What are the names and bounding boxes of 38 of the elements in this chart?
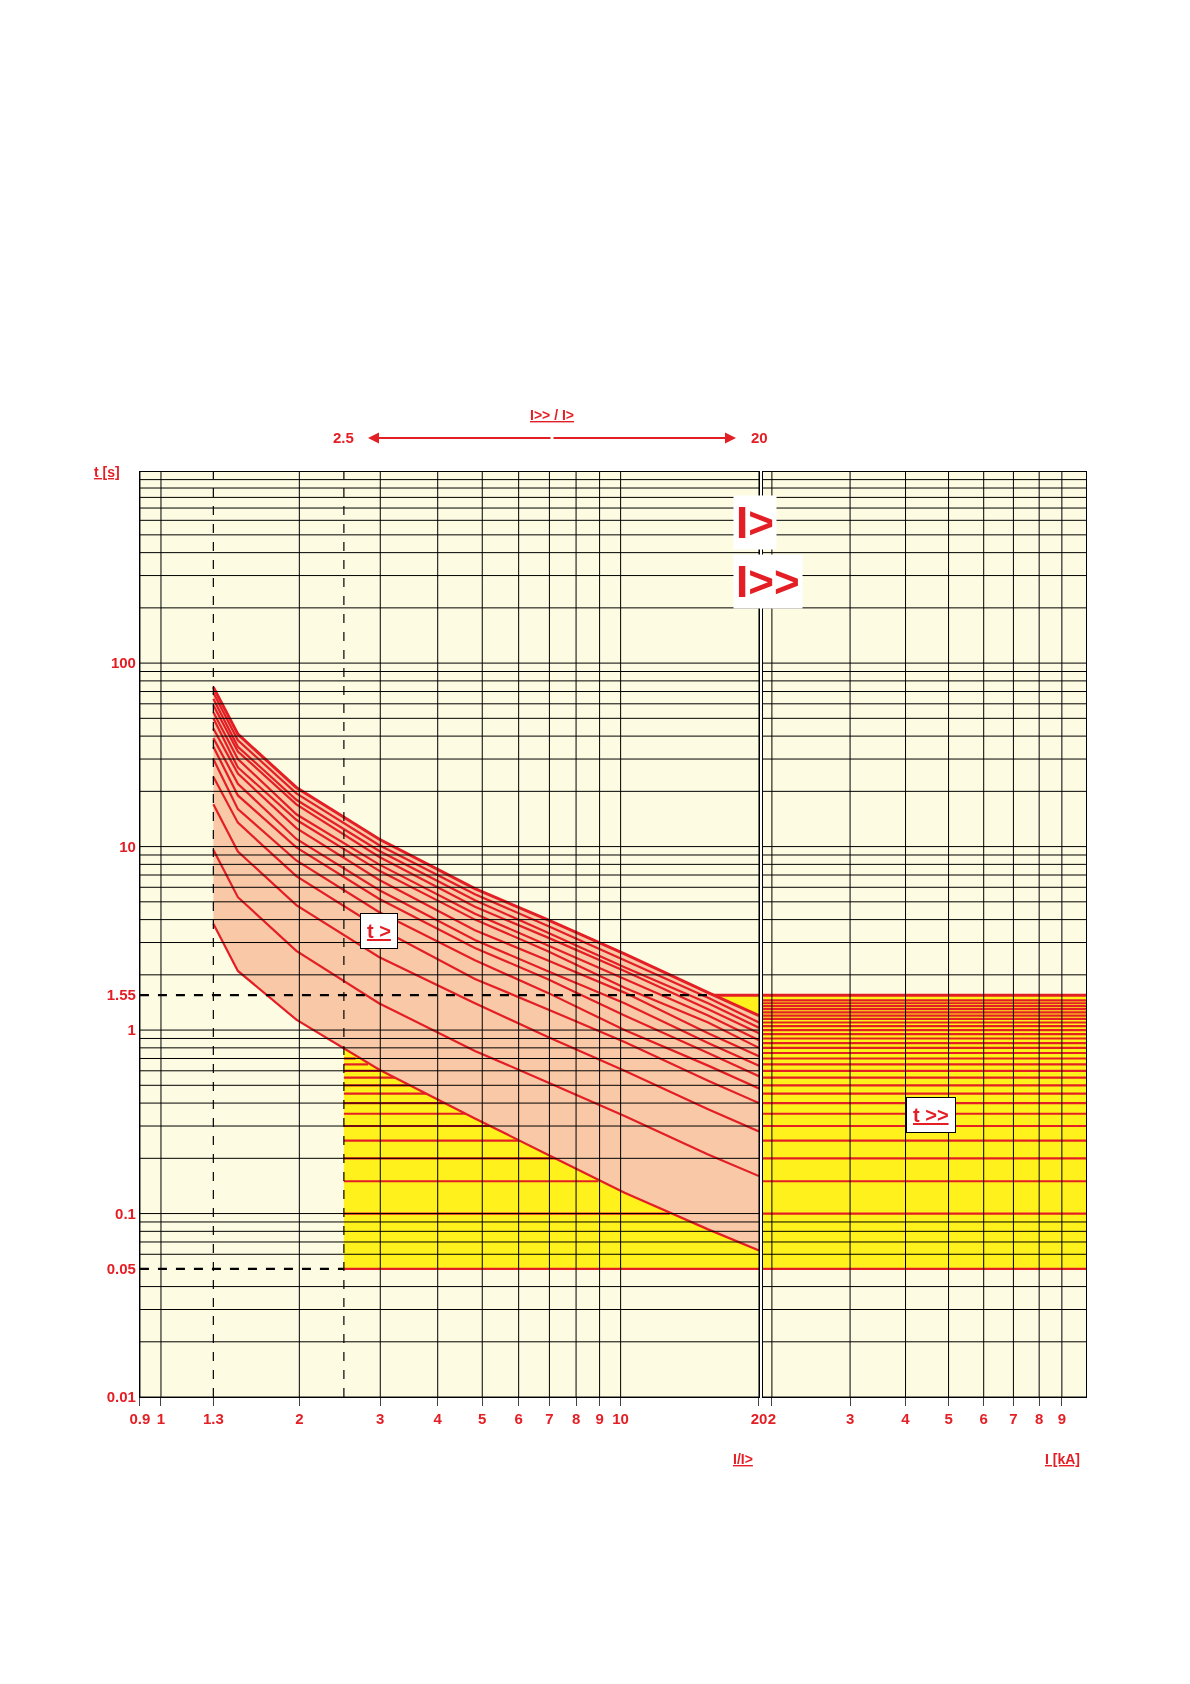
x-tick-label: 8 bbox=[1034, 1410, 1044, 1428]
x-tick-label: 0.9 bbox=[129, 1410, 151, 1428]
text: I>> / I> bbox=[530, 407, 574, 423]
x-tick-label: 9 bbox=[1057, 1410, 1067, 1428]
y-tick-label: 0.05 bbox=[106, 1260, 136, 1278]
ref-line-label: 2.5 bbox=[333, 429, 354, 446]
x-tick-label: 9 bbox=[595, 1410, 604, 1428]
y-tick-label: 0.01 bbox=[106, 1388, 136, 1406]
x-tick-label: 5 bbox=[478, 1410, 487, 1428]
x-tick-label: 6 bbox=[979, 1410, 988, 1428]
text: 20 bbox=[751, 429, 768, 446]
x-tick-label: 8 bbox=[571, 1410, 581, 1428]
x-tick-label: 2 bbox=[295, 1410, 304, 1428]
x-tick-label: 3 bbox=[376, 1410, 385, 1428]
x-tick-label: 10 bbox=[612, 1410, 629, 1428]
x-tick-label: 1.3 bbox=[202, 1410, 224, 1428]
x-tick-label: 5 bbox=[944, 1410, 953, 1428]
x-tick-label: 4 bbox=[901, 1410, 911, 1428]
x-tick-label: 7 bbox=[1009, 1410, 1018, 1428]
y-tick-label: 1.55 bbox=[106, 986, 136, 1004]
y-axis-title: t [s] bbox=[94, 464, 120, 480]
y-tick-label: 0.1 bbox=[115, 1204, 136, 1222]
annotation: I> bbox=[736, 498, 774, 547]
x-tick-label: 4 bbox=[433, 1410, 443, 1428]
x-axis-title: I/I> bbox=[733, 1451, 753, 1467]
x-tick-label: 7 bbox=[545, 1410, 554, 1428]
x-tick-label: 20 bbox=[750, 1410, 768, 1428]
x-tick-label: 1 bbox=[156, 1410, 166, 1428]
y-tick-label: 1 bbox=[127, 1021, 136, 1039]
x-axis-title: I [kA] bbox=[1045, 1451, 1080, 1467]
annotation: t > bbox=[367, 920, 391, 942]
y-tick-label: 10 bbox=[119, 837, 136, 855]
annotation: t >> bbox=[913, 1104, 949, 1126]
y-tick-label: 100 bbox=[110, 654, 136, 672]
x-tick-label: 2 bbox=[767, 1410, 777, 1428]
x-tick-label: 6 bbox=[514, 1410, 523, 1428]
annotation: I>> bbox=[736, 557, 800, 606]
x-tick-label: 3 bbox=[845, 1410, 855, 1428]
